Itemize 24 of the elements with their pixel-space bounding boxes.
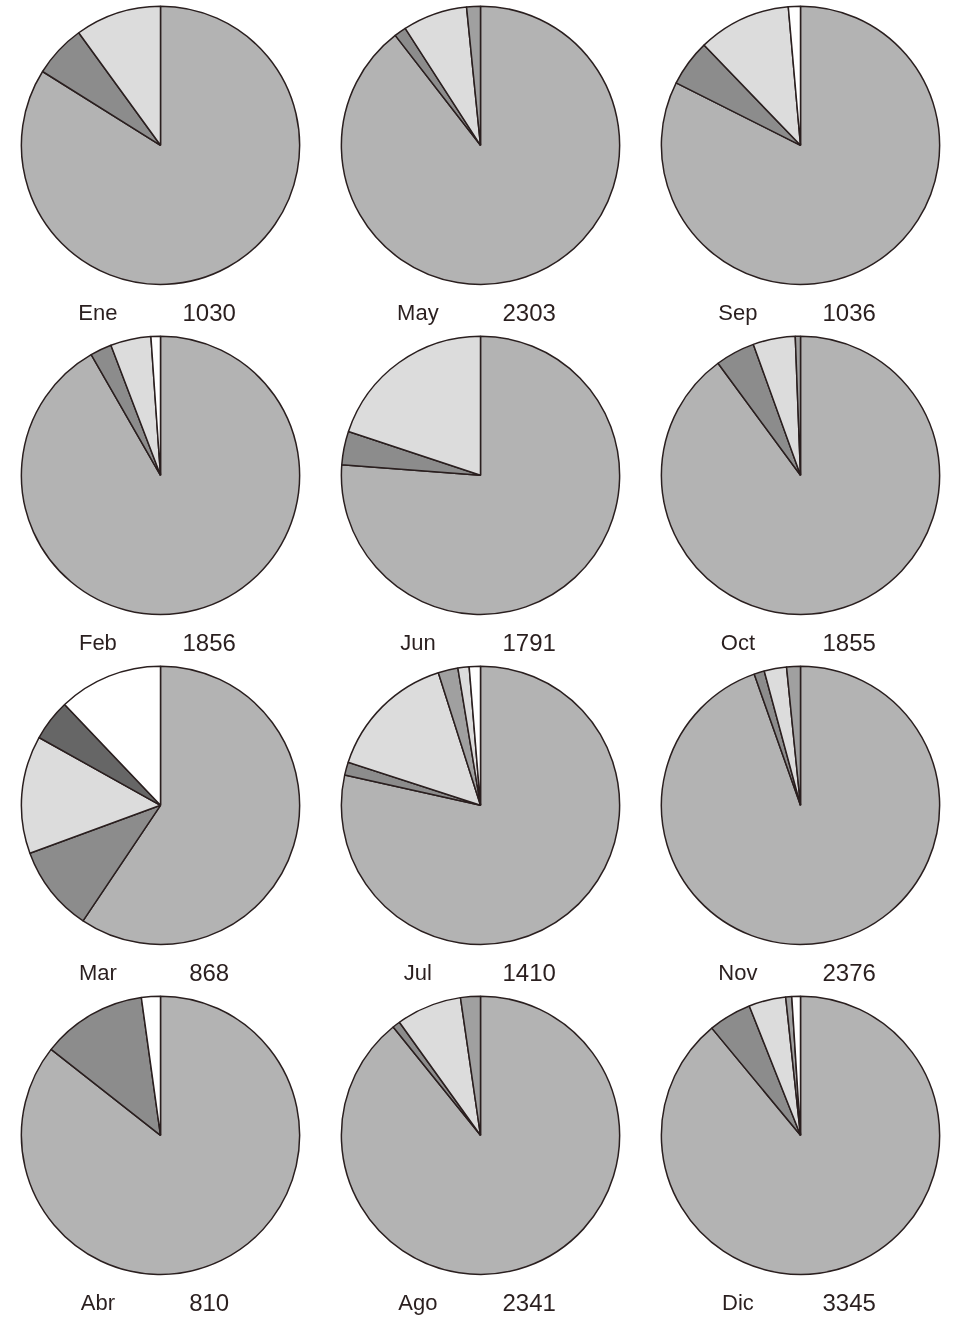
text: 1410 <box>502 958 556 986</box>
text: Abr <box>80 1289 116 1315</box>
text: 1036 <box>822 298 876 326</box>
text: Jul <box>403 959 432 985</box>
text: May <box>397 299 439 325</box>
text: Ene <box>78 299 118 325</box>
text: 1030 <box>182 298 236 326</box>
text: 1855 <box>822 628 876 656</box>
text: Feb <box>78 629 117 655</box>
text: Sep <box>718 299 758 325</box>
text: Jun <box>400 629 436 655</box>
text: Ago <box>398 1289 438 1315</box>
text: 868 <box>189 958 230 986</box>
text: 2376 <box>822 958 876 986</box>
text: Mar <box>78 959 117 985</box>
text: 1856 <box>182 628 236 656</box>
text: 2341 <box>502 1288 556 1316</box>
text: 1791 <box>502 628 556 656</box>
text: 3345 <box>822 1288 876 1316</box>
text: 810 <box>189 1288 230 1316</box>
text: Dic <box>722 1289 754 1315</box>
text: Oct <box>720 629 756 655</box>
text: Nov <box>718 959 758 985</box>
text: 2303 <box>502 298 556 326</box>
